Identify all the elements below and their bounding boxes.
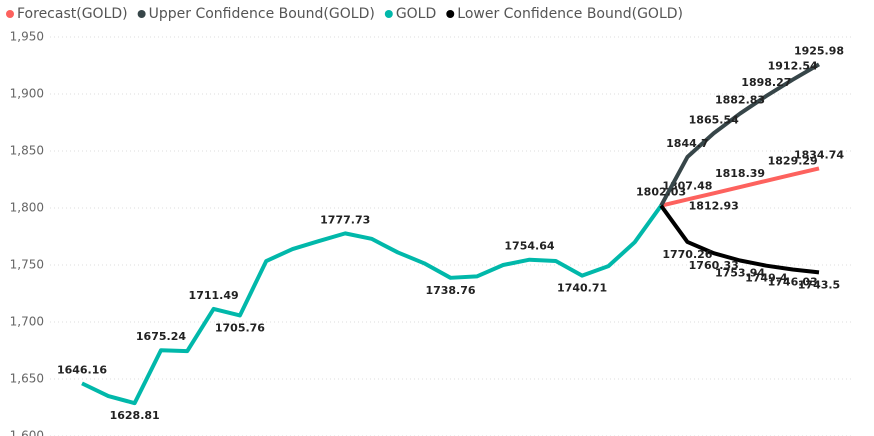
y-tick-label: 1,700: [10, 315, 44, 329]
series-line: [660, 166, 820, 208]
legend-label: GOLD: [396, 6, 436, 22]
data-label: 1770.26: [662, 248, 712, 261]
y-tick-label: 1,600: [10, 429, 44, 436]
y-tick-label: 1,850: [10, 144, 44, 158]
data-label: 1844.7: [666, 137, 708, 150]
series-line: [659, 62, 821, 207]
data-label: 1834.74: [794, 148, 844, 161]
y-tick-label: 1,900: [10, 87, 44, 101]
data-label: 1753.94: [715, 267, 765, 280]
legend-marker: [446, 10, 455, 18]
data-label: 1865.54: [689, 113, 739, 126]
legend-marker: [6, 10, 14, 18]
y-tick-label: 1,950: [10, 30, 44, 44]
data-label: 1925.98: [794, 44, 844, 57]
data-label: 1740.71: [557, 282, 607, 295]
data-label: 1749.4: [745, 272, 788, 285]
data-label: 1705.76: [215, 321, 265, 334]
data-label: 1812.93: [689, 199, 739, 212]
data-label: 1818.39: [715, 167, 765, 180]
data-label: 1738.76: [425, 284, 475, 297]
data-label: 1760.33: [689, 259, 739, 272]
data-label: 1912.54: [768, 60, 818, 73]
data-label: 1754.64: [504, 240, 554, 253]
legend-label: Forecast(GOLD): [17, 6, 128, 22]
data-label: 1829.29: [768, 155, 818, 168]
data-label: 1675.24: [136, 330, 186, 343]
legend-label: Upper Confidence Bound(GOLD): [149, 6, 375, 22]
y-tick-label: 1,650: [10, 372, 44, 386]
data-label: 1898.27: [741, 76, 791, 89]
legend-marker: [137, 10, 146, 18]
data-label: 1746.03: [768, 276, 818, 289]
data-label: 1646.16: [57, 363, 107, 376]
y-tick-label: 1,750: [10, 258, 44, 272]
series-line: [659, 204, 820, 275]
legend-marker: [384, 10, 393, 18]
series-line: [81, 204, 663, 406]
data-label: 1628.81: [110, 409, 160, 422]
data-label: 1777.73: [320, 213, 370, 226]
data-label: 1711.49: [189, 289, 239, 302]
y-tick-label: 1,800: [10, 201, 44, 215]
data-label: 1743.5: [798, 278, 840, 291]
data-label: 1802.03: [636, 186, 686, 199]
data-label: 1882.83: [715, 94, 765, 107]
legend-label: Lower Confidence Bound(GOLD): [457, 6, 683, 22]
